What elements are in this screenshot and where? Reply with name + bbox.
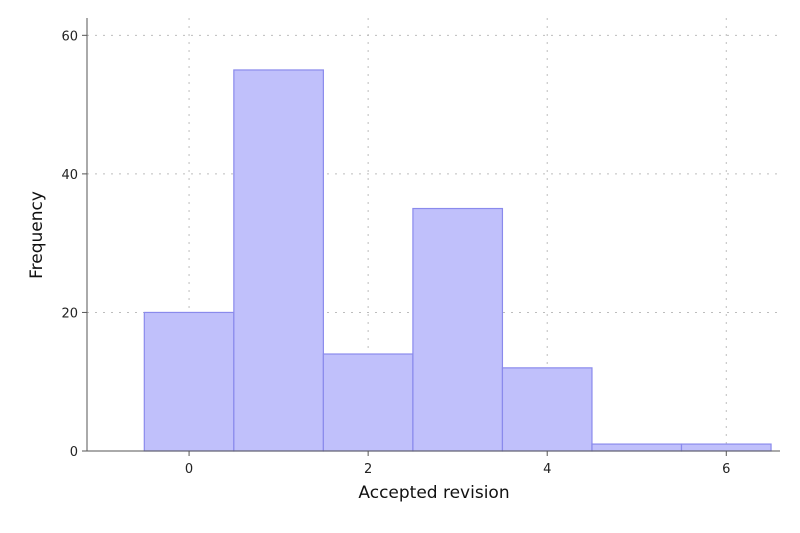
histogram-bar: [143, 311, 235, 452]
histogram-bar: [591, 443, 683, 452]
x-tick-label: 6: [722, 462, 730, 477]
y-tick-label: 40: [61, 168, 78, 183]
x-axis-ticks: 0 2 4 6: [185, 451, 730, 477]
x-tick-label: 2: [364, 462, 372, 477]
y-axis-title: Frequency: [27, 191, 47, 279]
histogram-bar: [501, 367, 593, 452]
histogram-bar: [233, 69, 324, 452]
x-tick-label: 4: [543, 462, 551, 477]
y-tick-label: 60: [61, 29, 78, 44]
x-tick-label: 0: [185, 462, 193, 477]
histogram-bar: [680, 443, 772, 452]
histogram-bar: [412, 207, 504, 452]
y-tick-label: 20: [61, 306, 78, 321]
y-tick-label: 0: [70, 445, 78, 460]
x-axis-title: Accepted revision: [358, 483, 509, 503]
grid-lines: [87, 18, 780, 451]
histogram-bar: [322, 353, 414, 452]
bars: [143, 69, 772, 452]
y-axis-ticks: 0 20 40 60: [61, 29, 87, 460]
